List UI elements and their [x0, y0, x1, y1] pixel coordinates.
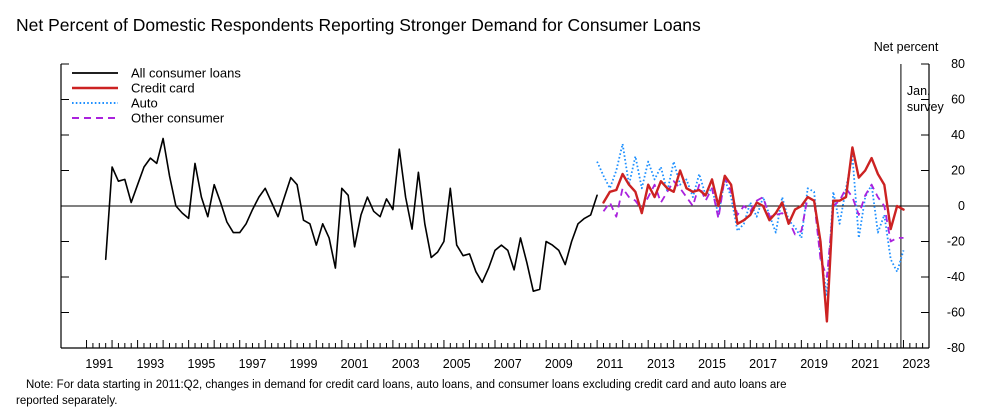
x-tick-label: 1995 — [188, 357, 216, 371]
x-tick-label: 2009 — [545, 357, 573, 371]
x-tick-label: 2003 — [392, 357, 420, 371]
x-tick-label: 2011 — [596, 357, 623, 371]
survey-annotation: survey — [907, 100, 945, 114]
y-axis-label: Net percent — [874, 40, 939, 54]
y-tick-label: 40 — [951, 128, 965, 142]
x-tick-label: 2001 — [341, 357, 369, 371]
survey-annotation: Jan. — [907, 84, 931, 98]
x-tick-label: 1999 — [290, 357, 318, 371]
series-line-other — [602, 176, 904, 278]
legend-label-credit: Credit card — [131, 81, 195, 96]
series-lines — [104, 137, 905, 323]
x-tick-label: 1991 — [85, 357, 113, 371]
y-tick-label: -40 — [947, 270, 965, 284]
x-tick-label: 2005 — [443, 357, 471, 371]
y-tick-label: 80 — [951, 57, 965, 71]
legend-label-auto: Auto — [131, 96, 158, 111]
x-tick-label: 2007 — [494, 357, 522, 371]
y-tick-label: -60 — [947, 306, 965, 320]
footnote-line-2: reported separately. — [16, 395, 117, 407]
x-tick-label: 2019 — [800, 357, 828, 371]
legend-label-all: All consumer loans — [131, 66, 241, 81]
x-tick-label: 2023 — [902, 357, 930, 371]
x-tick-label: 2017 — [749, 357, 777, 371]
x-tick-label: 1993 — [136, 357, 164, 371]
y-tick-label: 60 — [951, 93, 965, 107]
footnote-line-1: Note: For data starting in 2011:Q2, chan… — [26, 379, 787, 391]
axes: -80 -60 -40 -20 0 20 40 60 80 1991 1993 1995 1997 199… — [60, 57, 965, 371]
x-tick-label: 2013 — [647, 357, 675, 371]
chart-title: Net Percent of Domestic Respondents Repo… — [16, 15, 701, 35]
x-tick-label: 2015 — [698, 357, 726, 371]
series-line-all — [104, 137, 598, 293]
y-tick-label: -80 — [947, 341, 965, 355]
legend-label-other: Other consumer — [131, 111, 225, 126]
y-tick-label: 0 — [958, 199, 965, 213]
series-line-credit — [602, 146, 905, 323]
x-tick-label: 2021 — [851, 357, 879, 371]
y-tick-label: 20 — [951, 164, 965, 178]
x-tick-label: 1997 — [239, 357, 267, 371]
y-tick-label: -20 — [947, 235, 965, 249]
